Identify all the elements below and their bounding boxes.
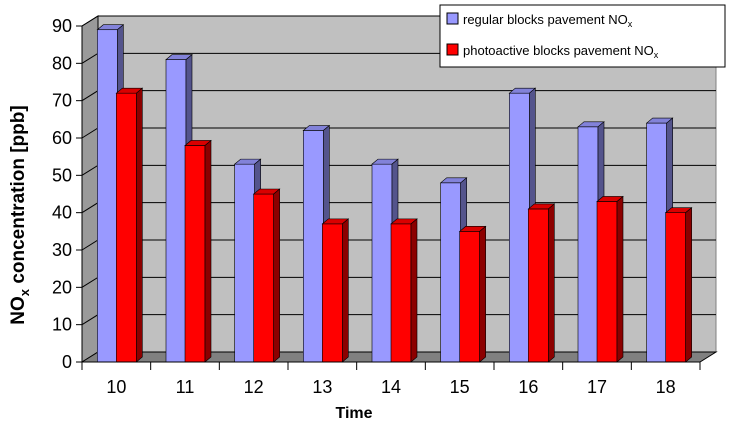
bar-side: [548, 203, 555, 363]
bar-photoactive-16: [527, 203, 556, 363]
bar-front: [596, 201, 618, 363]
bar-side: [685, 207, 692, 363]
bar-front: [184, 145, 206, 363]
y-axis-title: NOx concentration [ppb]: [8, 105, 32, 324]
legend-box: [439, 4, 726, 68]
bar-photoactive-18: [664, 207, 693, 363]
bars: [96, 24, 693, 363]
bar-front: [665, 212, 686, 363]
bar-side: [273, 188, 280, 363]
bar-front: [440, 182, 461, 363]
bar-photoactive-11: [184, 139, 212, 363]
bar-side: [410, 218, 418, 363]
x-tick-label: 16: [518, 377, 538, 397]
legend-swatch-regular: [446, 12, 459, 25]
x-tick-label: 14: [381, 377, 401, 397]
bar-photoactive-17: [596, 195, 624, 363]
bar-side: [479, 225, 486, 363]
legend-label-regular: regular blocks pavement NOx: [463, 12, 633, 29]
legend-label-photoactive: photoactive blocks pavement NOx: [463, 43, 659, 60]
bar-side: [136, 87, 143, 363]
bar-photoactive-12: [252, 188, 281, 363]
bar-side: [204, 139, 212, 363]
bar-front: [371, 163, 393, 363]
y-tick-label: 20: [52, 277, 72, 297]
axes: [76, 25, 701, 370]
bar-front: [459, 231, 480, 363]
bar-front: [528, 208, 549, 363]
x-tick-label: 17: [587, 377, 607, 397]
y-tick-label: 60: [52, 128, 72, 148]
bar-front: [234, 163, 255, 363]
bar-front: [577, 126, 599, 363]
x-tick-label: 13: [312, 377, 332, 397]
y-tick-label: 90: [52, 16, 72, 36]
bar-front: [165, 59, 187, 363]
bar-front: [509, 92, 530, 363]
bar-side: [342, 218, 349, 363]
x-tick-label: 12: [244, 377, 264, 397]
x-tick-label: 10: [106, 377, 126, 397]
bar-front: [253, 193, 274, 363]
y-tick-label: 50: [52, 165, 72, 185]
y-tick-label: 30: [52, 240, 72, 260]
x-tick-labels: 10 11 12 13 14 15 16 17 18: [106, 377, 675, 397]
y-tick-label: 80: [52, 53, 72, 73]
x-tick-label: 18: [656, 377, 676, 397]
bar-front: [97, 29, 118, 363]
bar-front: [303, 130, 324, 363]
x-tick-label: 15: [450, 377, 470, 397]
bar-side: [616, 195, 624, 363]
bar-front: [116, 92, 137, 363]
side-wall: [81, 15, 99, 363]
y-tick-label: 10: [52, 315, 72, 335]
x-tick-label: 11: [176, 377, 195, 397]
y-tick-label: 0: [62, 352, 72, 372]
bar-photoactive-10: [115, 87, 144, 363]
bar-photoactive-14: [390, 218, 418, 363]
legend-swatch-photoactive: [446, 43, 459, 56]
legend: regular blocks pavement NOx photoactive …: [439, 4, 726, 68]
y-tick-label: 70: [52, 91, 72, 111]
bar-photoactive-13: [321, 218, 350, 363]
bar-front: [390, 223, 412, 363]
bar-photoactive-15: [458, 225, 487, 363]
bar-front: [322, 223, 343, 363]
x-axis-title: Time: [335, 405, 372, 422]
y-tick-label: 40: [52, 203, 72, 223]
y-tick-labels: 0 10 20 30 40 50 60 70 80 90: [52, 16, 72, 372]
bar-front: [646, 122, 667, 363]
